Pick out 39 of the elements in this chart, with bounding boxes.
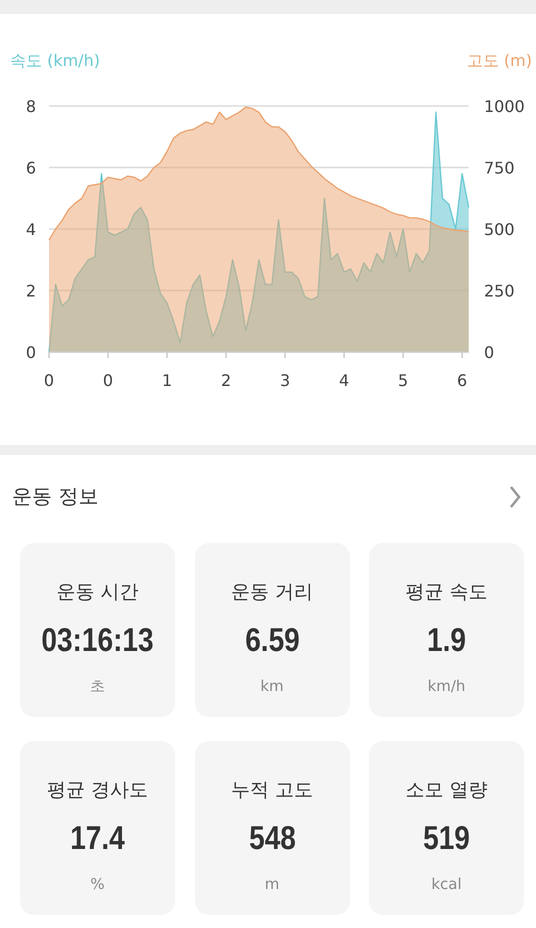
- text: 17.4: [69, 819, 126, 857]
- y-tick-label: 6: [26, 158, 36, 178]
- x-tick-label: 5: [398, 371, 408, 390]
- text: 운동 정보: [12, 483, 98, 510]
- y2-axis-title: 고도 (m): [466, 51, 532, 70]
- text: 1.9: [426, 621, 467, 659]
- text: km/h: [426, 677, 466, 695]
- y2-tick-label: 250: [484, 282, 515, 300]
- text: %: [89, 875, 106, 893]
- y-tick-label: 4: [26, 220, 36, 239]
- y-tick-label: 0: [26, 343, 36, 362]
- text: 평균 경사도: [46, 778, 150, 803]
- x-tick-label: 2: [220, 371, 232, 390]
- text: km: [259, 677, 285, 695]
- text: 초: [89, 677, 106, 696]
- text: 평균 속도: [404, 580, 489, 605]
- y-tick-label: 2: [26, 282, 36, 300]
- text: 519: [422, 819, 471, 857]
- text: 누적 고도: [230, 778, 314, 803]
- text: 소모 열량: [404, 778, 489, 803]
- y-axis-title: 속도 (km/h): [10, 51, 100, 70]
- text: 운동 시간: [55, 580, 140, 605]
- y2-tick-label: 500: [484, 220, 515, 239]
- x-tick-label: 0: [102, 371, 114, 390]
- x-tick-label: 1: [162, 371, 172, 390]
- x-tick-label: 4: [339, 371, 350, 390]
- text: 03:16:13: [40, 621, 155, 659]
- y2-tick-label: 1000: [484, 97, 525, 116]
- y2-tick-label: 750: [484, 158, 515, 178]
- x-tick-label: 0: [44, 371, 54, 390]
- y-tick-label: 8: [26, 97, 36, 116]
- text: 6.59: [244, 621, 300, 659]
- x-tick-label: 6: [457, 371, 468, 390]
- text: 운동 거리: [230, 580, 314, 605]
- text: m: [264, 875, 280, 893]
- x-tick-label: 3: [280, 371, 290, 390]
- text: 548: [248, 819, 296, 857]
- text: kcal: [430, 875, 463, 893]
- y2-tick-label: 0: [484, 343, 494, 362]
